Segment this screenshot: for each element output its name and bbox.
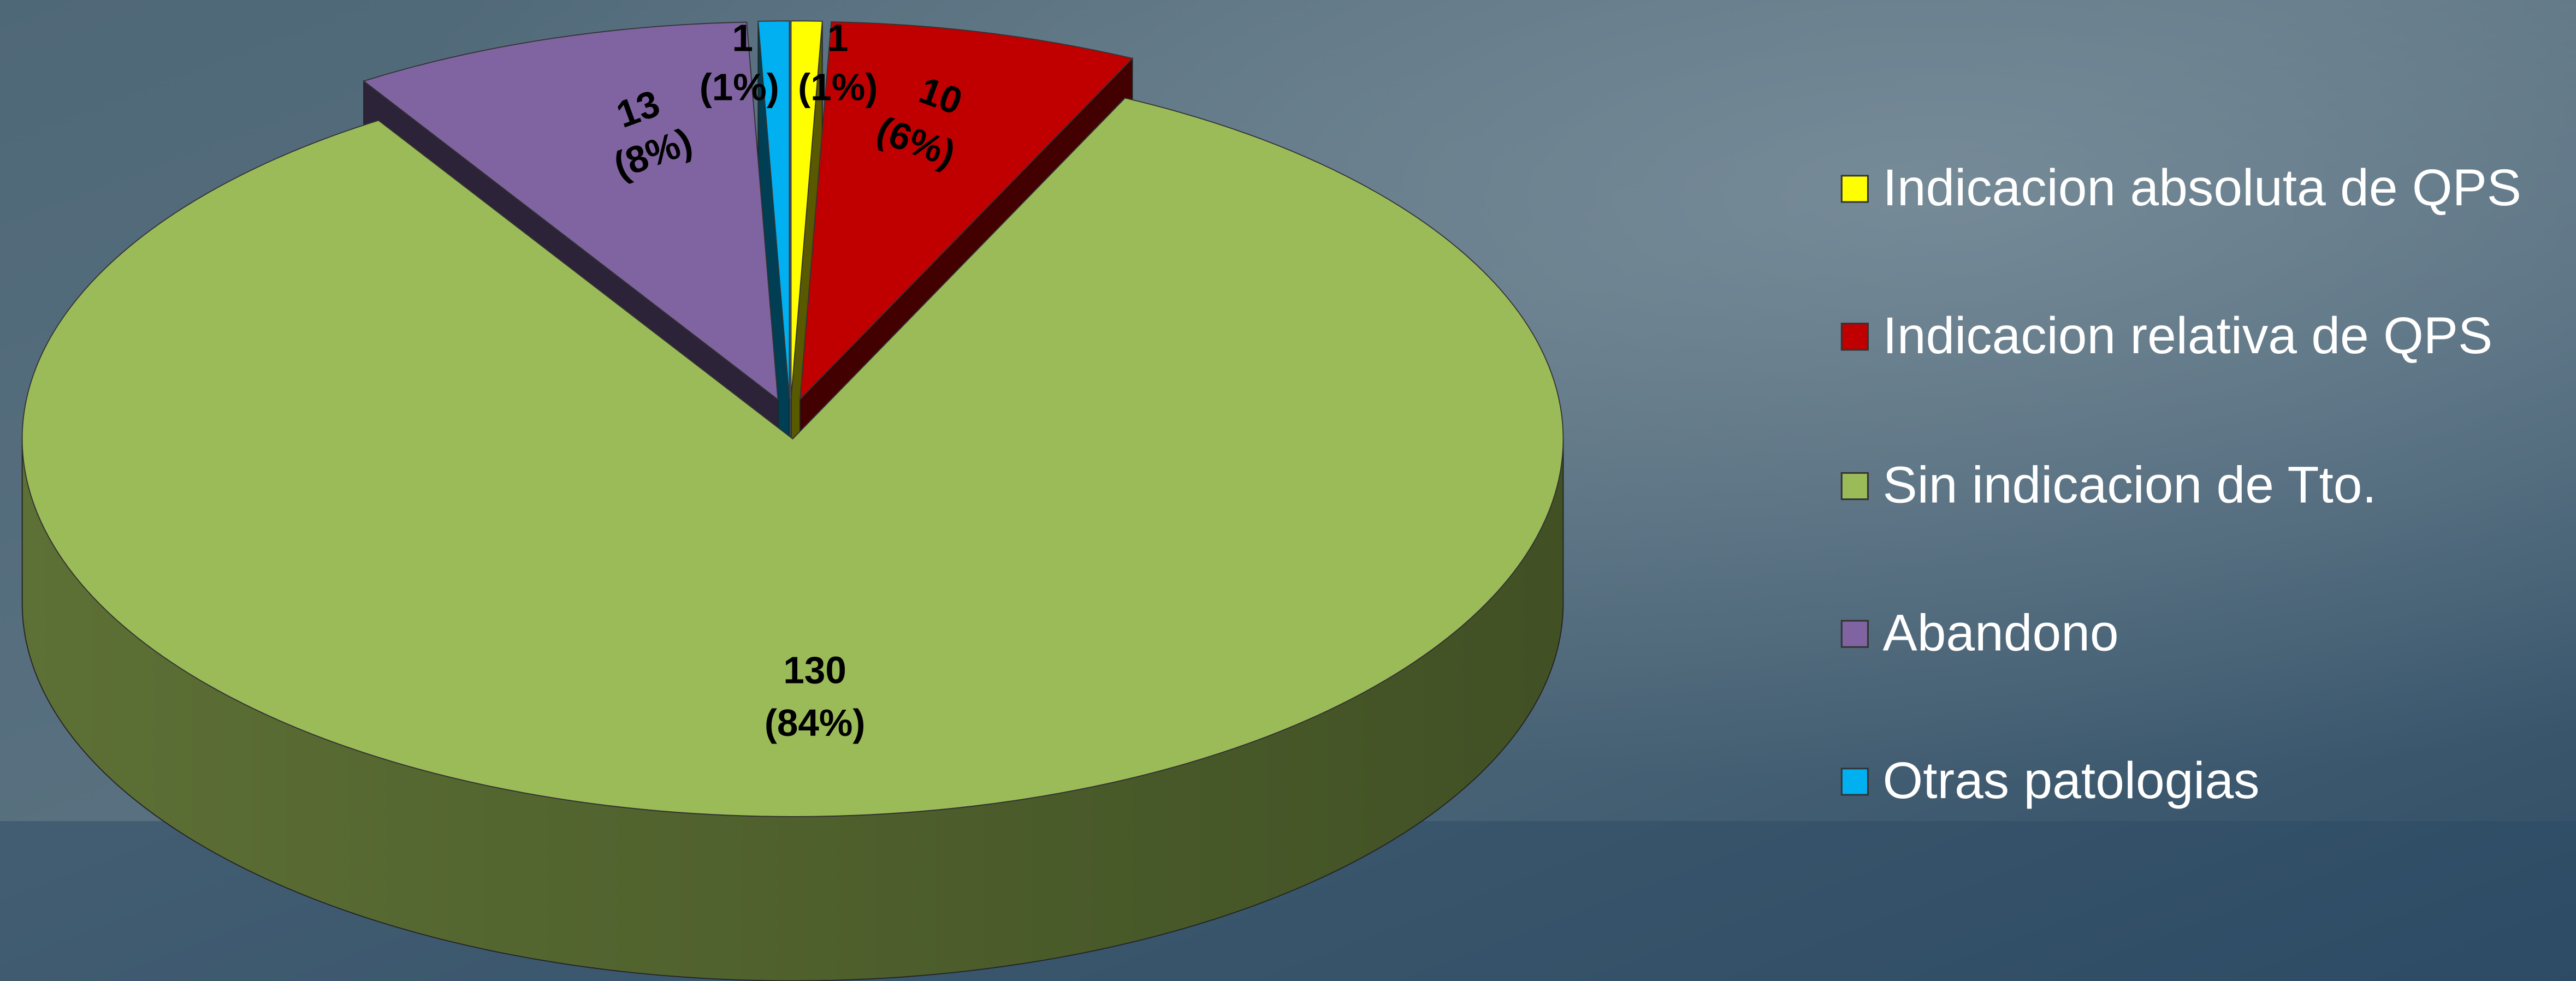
legend-label: Otras patologias [1882, 749, 2569, 813]
legend-swatch [1841, 621, 1868, 647]
legend-label: Sin indicacion de Tto. [1882, 453, 2569, 517]
data-label: (1%) [798, 66, 878, 109]
legend-swatch [1841, 324, 1868, 350]
legend-item: Sin indicacion de Tto. [1882, 453, 2575, 601]
data-label: 1 [827, 16, 848, 59]
page: 1(1%)10(6%)130(84%)13(8%)1(1%) Indicacio… [0, 0, 2576, 981]
legend-item: Abandono [1882, 601, 2575, 749]
data-label: 130 [783, 649, 846, 692]
legend-item: Indicacion relativa de QPS [1882, 304, 2575, 452]
legend-item: Indicacion absoluta de QPS [1882, 156, 2575, 304]
data-label: 1 [732, 16, 753, 59]
legend-item: Otras patologias [1882, 749, 2575, 897]
legend-label: Indicacion absoluta de QPS [1882, 156, 2569, 220]
legend-swatch [1841, 769, 1868, 795]
data-label: (1%) [700, 66, 779, 109]
chart: 1(1%)10(6%)130(84%)13(8%)1(1%) Indicacio… [0, 0, 2576, 981]
data-label: (84%) [765, 701, 866, 744]
legend: Indicacion absoluta de QPS Indicacion rel… [1841, 156, 2576, 897]
legend-swatch [1841, 176, 1868, 202]
legend-swatch [1841, 473, 1868, 499]
legend-label: Abandono [1882, 601, 2569, 665]
legend-label: Indicacion relativa de QPS [1882, 304, 2569, 368]
